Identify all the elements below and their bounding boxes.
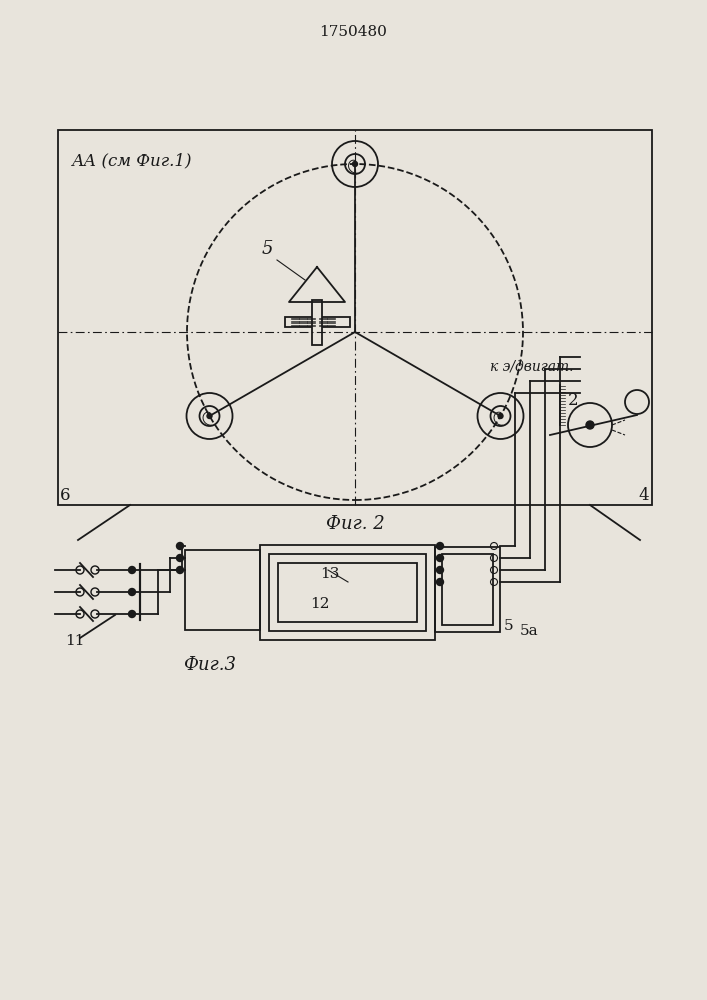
Circle shape [436, 578, 443, 585]
Text: АА (см Фиг.1): АА (см Фиг.1) [72, 152, 192, 169]
Text: 2: 2 [568, 392, 578, 409]
Circle shape [177, 554, 184, 562]
Circle shape [498, 414, 503, 419]
Text: 4: 4 [638, 487, 648, 504]
Text: 5: 5 [504, 619, 513, 633]
Bar [284, 317, 349, 327]
Text: 5а: 5а [520, 624, 539, 638]
Text: 1750480: 1750480 [319, 25, 387, 39]
Bar [269, 554, 426, 631]
Text: 5: 5 [262, 240, 274, 258]
Circle shape [353, 161, 358, 166]
Circle shape [129, 610, 136, 617]
Bar [260, 545, 435, 640]
Circle shape [129, 566, 136, 574]
Text: 13: 13 [320, 567, 339, 581]
Bar [435, 547, 500, 632]
Text: Фиг. 2: Фиг. 2 [326, 515, 385, 533]
Circle shape [129, 588, 136, 595]
Circle shape [436, 566, 443, 574]
Bar [312, 300, 322, 344]
Circle shape [436, 554, 443, 562]
Text: 6: 6 [60, 487, 71, 504]
Bar [278, 563, 417, 622]
Circle shape [586, 421, 594, 429]
Text: 11: 11 [65, 634, 85, 648]
Text: 12: 12 [310, 597, 329, 611]
Bar [442, 554, 493, 625]
Circle shape [207, 414, 212, 418]
Bar [58, 130, 652, 505]
Text: к э/двигат.: к э/двигат. [490, 359, 573, 373]
Circle shape [177, 566, 184, 574]
Bar [185, 550, 260, 630]
Circle shape [436, 542, 443, 550]
Circle shape [177, 542, 184, 550]
Text: Фиг.3: Фиг.3 [184, 656, 237, 674]
